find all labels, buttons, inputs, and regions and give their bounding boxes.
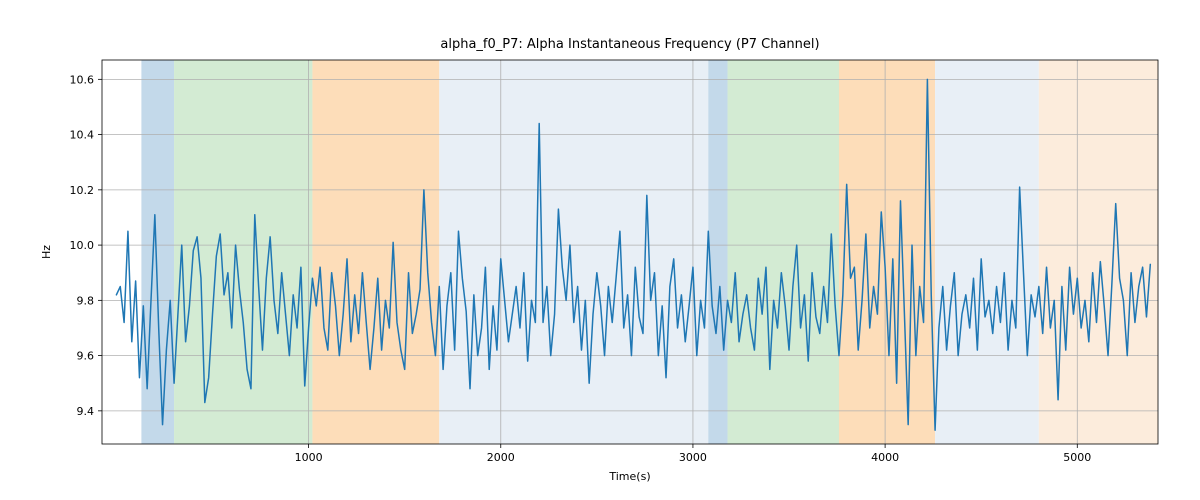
x-tick-labels: 1000 2000 3000 4000 5000 [295,444,1092,464]
y-tick-label: 10.2 [70,184,95,197]
background-band [439,60,708,444]
y-tick-label: 10.6 [70,73,95,86]
y-tick-label: 10.0 [70,239,95,252]
y-tick-label: 9.8 [77,294,95,307]
background-band [1039,60,1158,444]
x-tick-label: 2000 [487,451,515,464]
background-bands [141,60,1158,444]
background-band [708,60,727,444]
chart-svg: 1000 2000 3000 4000 5000 9.4 9.6 9.8 10.0 10.2 10… [0,0,1200,500]
x-tick-label: 4000 [871,451,899,464]
y-tick-label: 10.4 [70,129,95,142]
background-band [141,60,174,444]
background-band [839,60,935,444]
x-tick-label: 1000 [295,451,323,464]
x-tick-label: 3000 [679,451,707,464]
x-tick-label: 5000 [1063,451,1091,464]
background-band [174,60,312,444]
plot-area [102,60,1158,444]
background-band [312,60,439,444]
background-band [728,60,839,444]
chart-title: alpha_f0_P7: Alpha Instantaneous Frequen… [440,37,819,52]
y-tick-label: 9.4 [77,405,95,418]
alpha-frequency-chart: 1000 2000 3000 4000 5000 9.4 9.6 9.8 10.0 10.2 10… [0,0,1200,500]
x-axis-label: Time(s) [608,470,650,483]
y-axis-label: Hz [40,245,53,259]
y-tick-label: 9.6 [77,350,95,363]
y-tick-labels: 9.4 9.6 9.8 10.0 10.2 10.4 10.6 [70,73,103,418]
